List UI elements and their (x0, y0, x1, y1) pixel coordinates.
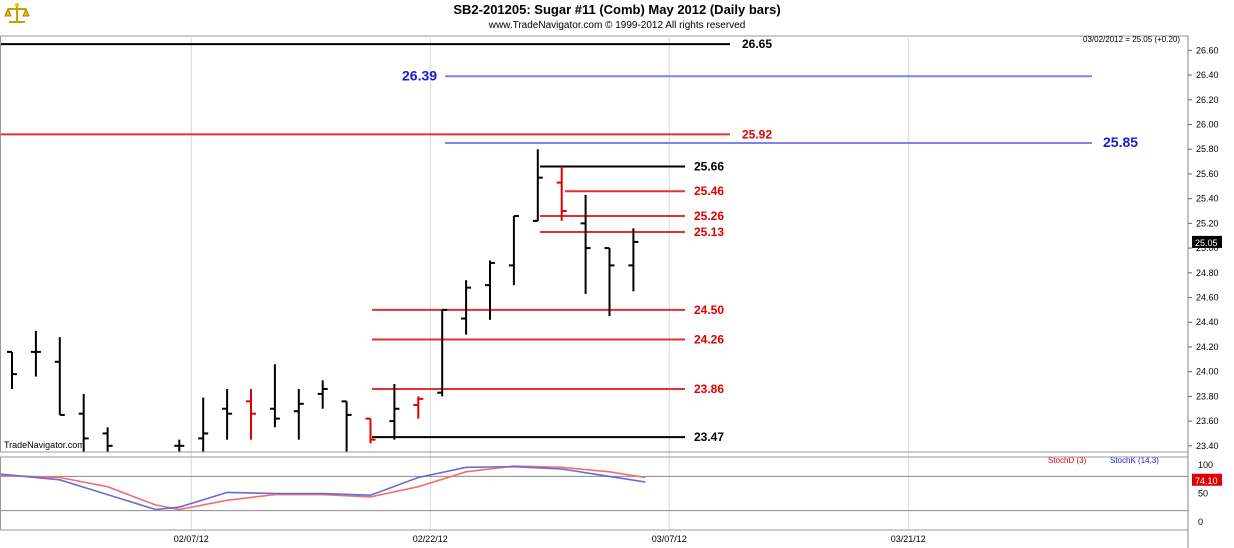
price-tick-label: 25.80 (1196, 144, 1219, 154)
stochastic-panel: StochD (3) StochK (14,3) (0, 456, 1188, 512)
ohlc-bar (198, 397, 209, 452)
price-tick-label: 24.40 (1196, 317, 1219, 327)
ohlc-bar (78, 393, 89, 452)
price-tick-label: 26.20 (1196, 95, 1219, 105)
stochk-legend-label: StochK (14,3) (1110, 456, 1159, 465)
ohlc-bar (102, 427, 113, 452)
level-label: 25.13 (694, 225, 724, 239)
ohlc-bar (7, 350, 17, 389)
stochd-legend-label: StochD (3) (1048, 456, 1087, 465)
last-price-tag-label: 25.05 (1195, 238, 1218, 248)
price-tick-label: 24.80 (1196, 268, 1219, 278)
ohlc-bar (556, 166, 567, 221)
ohlc-bar (246, 388, 256, 440)
chart-title: SB2-201205: Sugar #11 (Comb) May 2012 (D… (453, 2, 781, 17)
date-tick-label: 02/07/12 (174, 534, 209, 544)
date-tick-label: 03/21/12 (891, 534, 926, 544)
level-label: 25.46 (694, 184, 724, 198)
grid-lines (190, 38, 909, 530)
ohlc-bar (580, 194, 591, 294)
stoch-last-tag-label: 74.10 (1195, 476, 1218, 486)
ohlc-bar (341, 400, 352, 452)
price-tick-label: 26.60 (1196, 45, 1219, 55)
price-tick-label: 26.40 (1196, 70, 1219, 80)
ohlc-bar (30, 330, 41, 377)
stochastic-panel-frame (0, 456, 1189, 531)
ohlc-bar (461, 280, 472, 335)
ohlc-bar (293, 388, 304, 440)
ohlc-bar (628, 228, 639, 292)
price-tick-label: 23.40 (1196, 441, 1219, 451)
level-label: 25.92 (742, 127, 772, 141)
stoch-tick-label: 100 (1198, 460, 1213, 470)
level-label: 25.85 (1103, 134, 1138, 150)
quote-readout: 03/02/2012 = 25.05 (+0.20) (1083, 35, 1180, 44)
level-label: 26.39 (402, 67, 437, 83)
stoch-tick-label: 50 (1198, 489, 1208, 499)
level-label: 25.26 (694, 209, 724, 223)
price-tick-label: 25.40 (1196, 194, 1219, 204)
watermark-text: TradeNavigator.com (4, 440, 85, 450)
price-tick-label: 24.60 (1196, 293, 1219, 303)
price-tick-label: 24.00 (1196, 367, 1219, 377)
price-levels: 26.65 26.39 25.92 25.85 25.66 25.46 25.26 25.13… (0, 37, 1138, 444)
ohlc-bar (317, 380, 328, 409)
last-price-tag (1192, 235, 1222, 248)
axes: 26.60 26.40 26.20 26.00 25.80 25.60 25.40 25.20… (0, 35, 1222, 548)
level-label: 24.50 (694, 303, 724, 317)
level-label: 23.86 (694, 382, 724, 396)
level-label: 24.26 (694, 333, 724, 347)
level-label: 26.65 (742, 37, 772, 51)
level-label: 23.47 (694, 430, 724, 444)
stochk-line (0, 465, 646, 511)
ohlc-bar (389, 384, 400, 440)
chart-header: SB2-201205: Sugar #11 (Comb) May 2012 (D… (0, 0, 1234, 36)
price-bars (7, 149, 639, 452)
ohlc-bar (54, 337, 65, 416)
scales-logo-icon (4, 2, 30, 31)
stochd-line (0, 465, 646, 511)
stoch-last-tag (1192, 473, 1222, 486)
ohlc-bar (174, 439, 185, 452)
ohlc-bar (222, 388, 233, 440)
date-tick-label: 02/22/12 (413, 534, 448, 544)
ohlc-bar (532, 149, 543, 222)
ohlc-bar (508, 214, 519, 286)
price-tick-label: 26.00 (1196, 120, 1219, 130)
price-tick-label: 25.20 (1196, 218, 1219, 228)
ohlc-bar (365, 417, 376, 444)
chart-subtitle: www.TradeNavigator.com © 1999-2012 All r… (488, 20, 746, 31)
stoch-tick-label: 0 (1198, 517, 1203, 527)
price-tick-label: 23.60 (1196, 416, 1219, 426)
level-label: 25.66 (694, 160, 724, 174)
price-tick-label: 24.20 (1196, 342, 1219, 352)
price-tick-label: 25.60 (1196, 169, 1219, 179)
ohlc-bar (485, 260, 495, 320)
price-tick-label: 23.80 (1196, 391, 1219, 401)
price-tick-label: 25.00 (1196, 243, 1219, 253)
ohlc-bar (413, 396, 424, 419)
ohlc-bar (269, 364, 280, 428)
ohlc-bar (437, 308, 448, 397)
ohlc-bar (604, 247, 615, 317)
date-tick-label: 03/07/12 (652, 534, 687, 544)
